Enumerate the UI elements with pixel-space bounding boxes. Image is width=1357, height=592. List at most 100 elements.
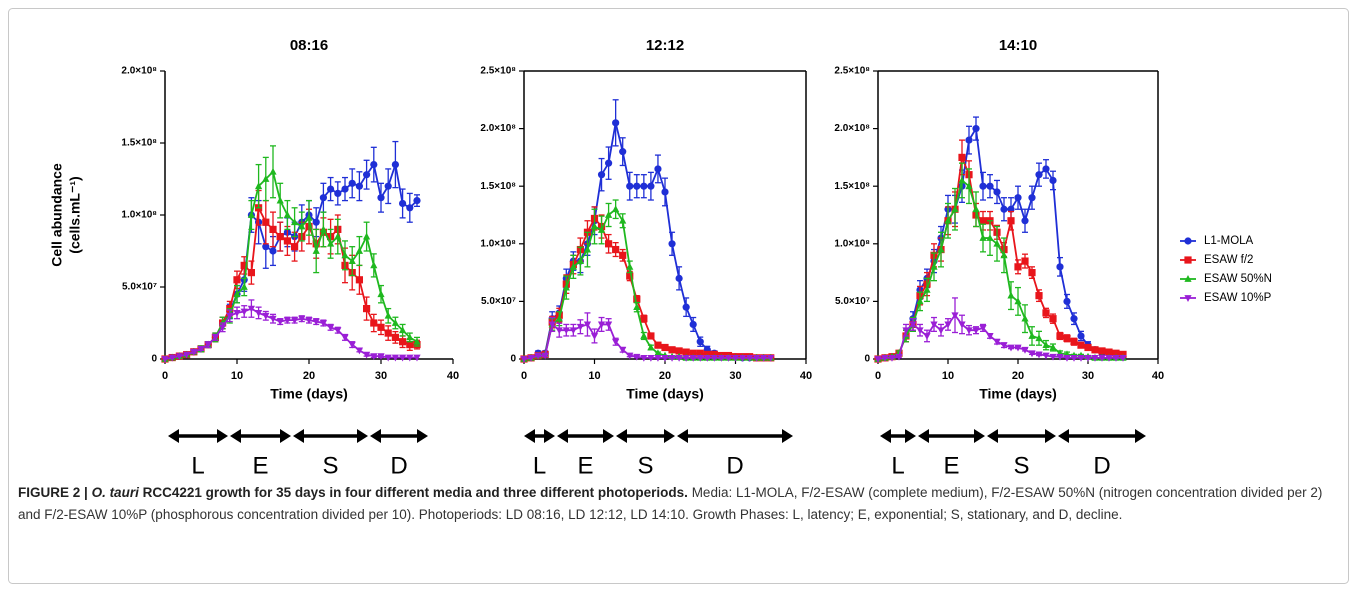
marker — [958, 176, 966, 184]
y-tick-label: 0 — [151, 354, 157, 365]
marker — [413, 354, 421, 362]
phase-label: E — [577, 452, 593, 479]
marker — [619, 251, 627, 259]
marker — [319, 194, 327, 202]
marker — [240, 283, 248, 290]
marker — [391, 333, 399, 341]
phase-label: E — [943, 452, 959, 479]
arrow-head — [280, 429, 291, 443]
marker — [576, 257, 584, 264]
marker — [1049, 315, 1057, 323]
y-tick-label: 0 — [510, 354, 516, 365]
y-tick-label: 2.5×10⁸ — [480, 66, 516, 77]
marker — [965, 136, 973, 144]
marker — [1007, 217, 1015, 225]
marker — [710, 354, 718, 362]
marker — [269, 247, 277, 255]
marker — [1063, 354, 1071, 362]
marker — [363, 232, 371, 240]
marker — [647, 354, 655, 362]
marker — [696, 349, 704, 357]
marker — [534, 352, 542, 360]
marker — [979, 234, 987, 241]
marker — [406, 333, 414, 341]
marker — [247, 305, 255, 313]
marker — [355, 276, 363, 284]
marker — [520, 356, 528, 363]
marker — [283, 317, 291, 325]
marker — [555, 327, 563, 335]
series — [164, 189, 420, 360]
y-tick-label: 2.0×10⁸ — [121, 66, 157, 77]
marker — [1119, 354, 1127, 362]
marker — [291, 243, 299, 251]
marker — [197, 346, 205, 353]
marker — [675, 354, 683, 362]
marker — [1112, 354, 1120, 362]
marker — [1063, 297, 1071, 305]
marker — [668, 354, 676, 362]
marker — [951, 205, 959, 213]
marker — [1056, 332, 1064, 340]
marker — [305, 213, 313, 221]
marker — [626, 352, 634, 360]
marker — [1098, 354, 1106, 362]
arrow-head — [1135, 429, 1146, 443]
marker — [312, 218, 320, 226]
x-axis-label: Time (days) — [979, 386, 1057, 402]
y-tick-label: 1.0×10⁸ — [121, 210, 157, 221]
marker — [168, 354, 176, 362]
legend-label: L1-MOLA — [1204, 235, 1254, 247]
chart-title: 08:16 — [290, 37, 328, 54]
marker — [255, 310, 263, 317]
marker — [562, 283, 570, 291]
phase-label: S — [1013, 452, 1029, 479]
marker — [923, 333, 931, 340]
marker — [1098, 347, 1106, 355]
arrow-head — [616, 429, 627, 443]
marker — [972, 125, 980, 133]
marker — [541, 352, 549, 360]
marker — [569, 327, 577, 335]
x-tick-label: 40 — [800, 370, 812, 382]
marker — [255, 182, 263, 190]
phase-label: D — [726, 452, 743, 479]
y-axis-label: Cell abundance — [49, 163, 65, 267]
marker — [1028, 350, 1036, 358]
marker — [626, 272, 634, 280]
marker — [305, 317, 313, 325]
y-tick-label: 1.0×10⁸ — [834, 238, 870, 249]
marker — [319, 320, 327, 327]
marker — [262, 312, 270, 320]
marker — [972, 327, 980, 335]
marker — [626, 182, 634, 190]
y-tick-label: 2.0×10⁸ — [834, 123, 870, 134]
marker — [1021, 217, 1029, 225]
marker — [682, 303, 690, 311]
marker — [1056, 353, 1064, 361]
marker — [341, 334, 349, 342]
marker — [233, 310, 241, 317]
marker — [226, 312, 234, 320]
marker — [937, 245, 945, 253]
marker — [1105, 348, 1113, 356]
phase-label: D — [390, 452, 407, 479]
arrow-head — [293, 429, 304, 443]
marker — [334, 232, 342, 240]
phase-label: D — [1093, 452, 1110, 479]
marker — [348, 341, 356, 349]
marker — [348, 257, 356, 264]
marker — [647, 343, 655, 351]
caption: FIGURE 2 | O. tauri RCC4221 growth for 3… — [18, 482, 1338, 526]
marker — [738, 354, 747, 362]
marker — [190, 348, 198, 356]
marker — [958, 153, 966, 161]
marker — [916, 327, 924, 335]
marker — [993, 338, 1001, 346]
marker — [276, 233, 284, 241]
marker — [1021, 346, 1029, 354]
marker — [612, 245, 620, 254]
marker — [291, 317, 299, 325]
marker — [597, 226, 606, 233]
x-axis-label: Time (days) — [626, 386, 704, 402]
